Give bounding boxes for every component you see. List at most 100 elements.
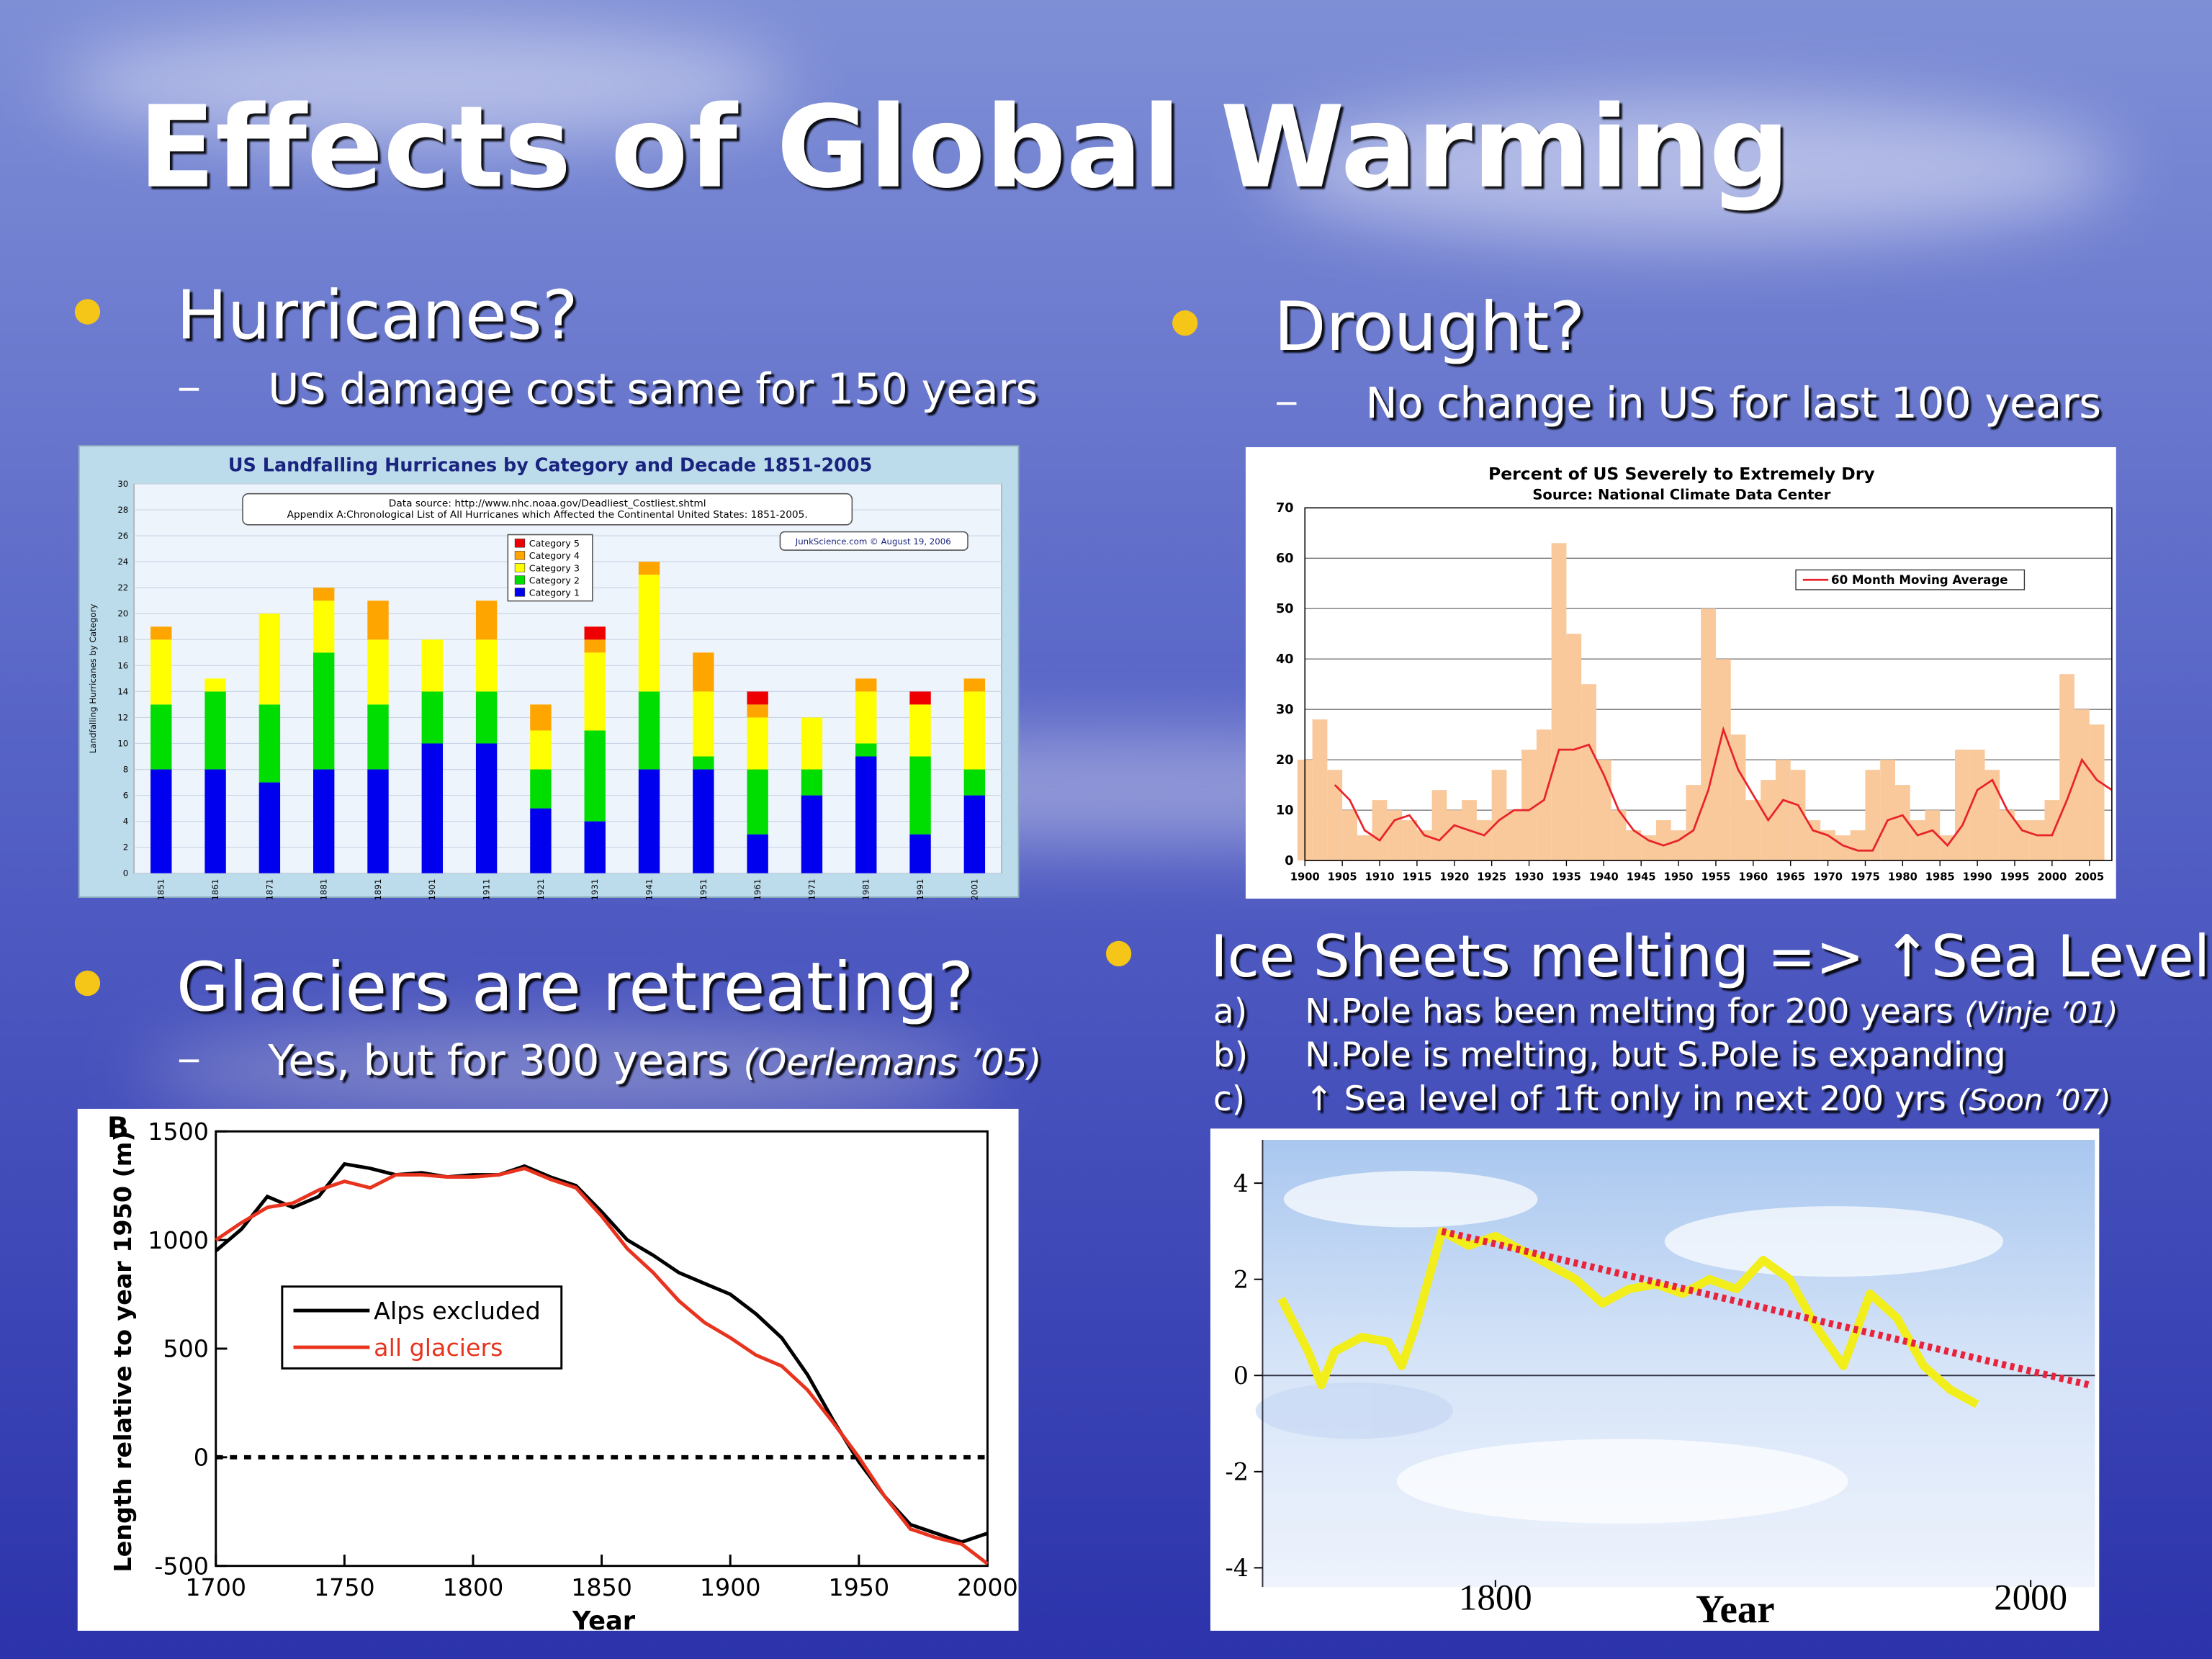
x-tick-label: 1935 bbox=[1552, 871, 1581, 884]
bar-segment bbox=[693, 769, 714, 873]
monthly-bar bbox=[1730, 734, 1746, 861]
item: ↑ Sea level of 1ft only in next 200 yrs bbox=[1305, 1079, 1946, 1119]
x-tick-label: 1900 bbox=[700, 1573, 761, 1601]
bar-segment bbox=[258, 613, 281, 705]
monthly-bar bbox=[1745, 800, 1761, 861]
monthly-bar bbox=[1641, 835, 1656, 861]
bullet bbox=[74, 970, 101, 997]
bar-segment bbox=[584, 821, 606, 873]
monthly-bar bbox=[1790, 770, 1806, 861]
chart-subtitle: Source: National Climate Data Center bbox=[1532, 487, 1830, 503]
x-tick-label: 1985 bbox=[1925, 871, 1955, 884]
bullet-text: Glaciers are retreating? bbox=[176, 948, 974, 1027]
bullet-text: Drought? bbox=[1274, 288, 1585, 367]
monthly-bar bbox=[1357, 835, 1372, 861]
monthly-bar bbox=[2029, 820, 2045, 861]
legend-swatch bbox=[514, 588, 526, 597]
monthly-bar bbox=[2015, 820, 2030, 861]
bar-segment bbox=[963, 795, 986, 873]
bar-segment bbox=[367, 769, 389, 873]
bar-segment bbox=[421, 691, 443, 744]
y-tick-label: 4 bbox=[1233, 1169, 1249, 1197]
series-line bbox=[215, 1161, 989, 1545]
legend-swatch bbox=[514, 563, 526, 572]
x-tick-label: 1931 bbox=[590, 879, 600, 901]
monthly-bar bbox=[2089, 724, 2105, 861]
monthly-bar bbox=[1835, 835, 1851, 861]
y-tick-label: 500 bbox=[163, 1335, 209, 1363]
bar-segment bbox=[584, 730, 606, 822]
legend-swatch bbox=[514, 575, 526, 585]
monthly-bar bbox=[1805, 820, 1821, 861]
bar-segment bbox=[150, 639, 172, 705]
y-tick-label: 2 bbox=[1233, 1265, 1249, 1293]
citation: (Vinje ’01) bbox=[1964, 995, 2118, 1030]
series-line bbox=[1277, 1227, 1979, 1408]
x-tick-label: 1861 bbox=[210, 879, 220, 901]
bar-segment bbox=[584, 652, 606, 731]
sub-text: Yes, but for 300 years bbox=[267, 1035, 729, 1085]
monthly-bar bbox=[1551, 543, 1567, 861]
slide-title: Effects of Global Warming bbox=[138, 82, 1790, 213]
x-tick-label: 2005 bbox=[2074, 871, 2104, 884]
y-tick-label: 0 bbox=[1233, 1362, 1249, 1390]
bar-segment bbox=[693, 652, 714, 692]
monthly-bar bbox=[1491, 770, 1507, 861]
bar-segment bbox=[530, 704, 552, 731]
monthly-bar bbox=[1342, 810, 1357, 861]
citation: (Soon ’07) bbox=[1957, 1083, 2110, 1118]
y-tick-label: 16 bbox=[117, 660, 128, 670]
x-tick-label: 2000 bbox=[957, 1573, 1018, 1601]
monthly-bar bbox=[1581, 684, 1596, 861]
bar-segment bbox=[475, 743, 498, 873]
bar-segment bbox=[258, 782, 281, 873]
legend-label: Category 4 bbox=[529, 551, 580, 562]
x-tick-label: 1990 bbox=[1963, 871, 1992, 884]
monthly-bar bbox=[1327, 770, 1343, 861]
bar-segment bbox=[638, 562, 660, 575]
x-tick-label: 1910 bbox=[1365, 871, 1395, 884]
y-tick-label: 8 bbox=[123, 764, 128, 774]
monthly-bar bbox=[2059, 674, 2075, 861]
monthly-bar bbox=[1865, 770, 1881, 861]
monthly-bar bbox=[1566, 634, 1582, 861]
bar-segment bbox=[693, 691, 714, 757]
x-tick-label: 1971 bbox=[806, 879, 817, 901]
y-tick-label: 20 bbox=[1276, 753, 1294, 768]
x-axis-label: Year bbox=[1696, 1587, 1775, 1631]
monthly-bar bbox=[2000, 810, 2015, 861]
y-tick-label: -2 bbox=[1225, 1458, 1248, 1486]
bullet-text: Hurricanes? bbox=[176, 276, 578, 355]
sub-bullet: No change in US for last 100 years bbox=[1365, 378, 2101, 428]
x-tick-label: 1955 bbox=[1701, 871, 1731, 884]
monthly-bar bbox=[1447, 810, 1462, 861]
bar-segment bbox=[855, 756, 877, 873]
note-box bbox=[242, 493, 853, 526]
bar-segment bbox=[855, 678, 877, 692]
monthly-bar bbox=[1850, 830, 1866, 861]
x-tick-label: 1881 bbox=[319, 879, 329, 901]
monthly-bar bbox=[2074, 709, 2090, 861]
legend-box bbox=[281, 1285, 563, 1370]
monthly-bar bbox=[1387, 810, 1403, 861]
credit: JunkScience.com © August 19, 2006 bbox=[795, 536, 951, 547]
bar-segment bbox=[747, 834, 768, 873]
x-tick-label: 1981 bbox=[861, 879, 871, 901]
bar-segment bbox=[909, 691, 931, 705]
bar-segment bbox=[421, 639, 443, 692]
bar-segment bbox=[747, 691, 768, 705]
bar-segment bbox=[638, 691, 660, 770]
monthly-bar bbox=[1671, 830, 1686, 861]
monthly-bar bbox=[1880, 760, 1895, 861]
legend-box bbox=[1795, 569, 2026, 590]
y-tick-label: 26 bbox=[117, 531, 128, 541]
bar-segment bbox=[584, 639, 606, 653]
legend-swatch bbox=[514, 539, 526, 548]
x-tick-label: 2000 bbox=[2037, 871, 2067, 884]
bar-segment bbox=[909, 704, 931, 757]
y-tick-label: 4 bbox=[123, 817, 128, 827]
bar-segment bbox=[150, 626, 172, 640]
sub-bullet: US damage cost same for 150 years bbox=[268, 364, 1038, 413]
bar-segment bbox=[855, 691, 877, 744]
x-tick-label: 1900 bbox=[1290, 871, 1320, 884]
